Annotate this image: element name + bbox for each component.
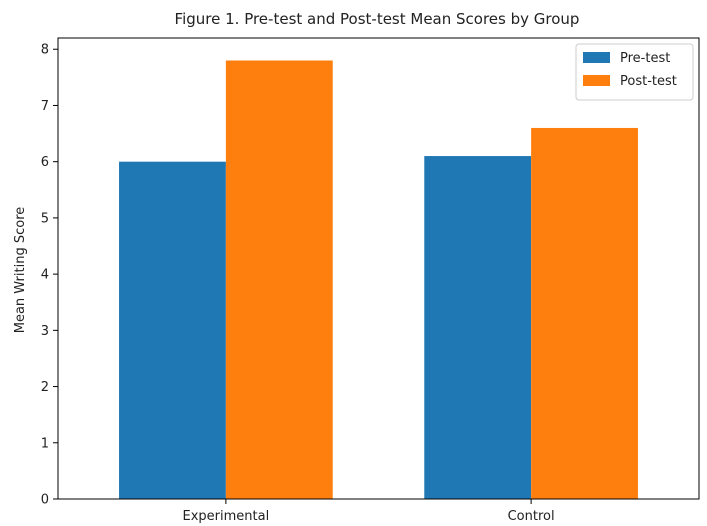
legend-swatch (583, 75, 610, 86)
bar-post-test-experimental (225, 60, 333, 500)
y-tick-label: 4 (41, 268, 49, 283)
bar-post-test-control (531, 127, 638, 499)
legend-label: Post-test (620, 74, 677, 89)
y-tick-label: 5 (41, 211, 49, 226)
legend-label: Pre-test (620, 51, 670, 66)
y-tick-label: 1 (41, 436, 49, 451)
chart-title: Figure 1. Pre-test and Post-test Mean Sc… (175, 10, 580, 28)
bar-pre-test-experimental (119, 161, 226, 499)
y-axis: 0 1 2 3 4 5 6 7 8 (41, 43, 58, 508)
y-tick-label: 6 (41, 155, 49, 170)
y-tick-label: 8 (41, 43, 49, 58)
y-tick-label: 0 (41, 493, 49, 508)
y-tick-label: 7 (41, 99, 49, 114)
x-tick-label: Experimental (183, 509, 270, 524)
y-tick-label: 2 (41, 380, 49, 395)
y-axis-title: Mean Writing Score (13, 207, 28, 334)
x-tick-label: Control (508, 509, 555, 524)
legend: Pre-test Post-test (575, 43, 694, 101)
bar-pre-test-control (424, 156, 532, 499)
legend-swatch (583, 52, 610, 63)
plot-frame (57, 37, 700, 500)
y-tick-label: 3 (41, 324, 49, 339)
bars (119, 60, 638, 500)
x-axis: Experimental Control (183, 499, 555, 524)
